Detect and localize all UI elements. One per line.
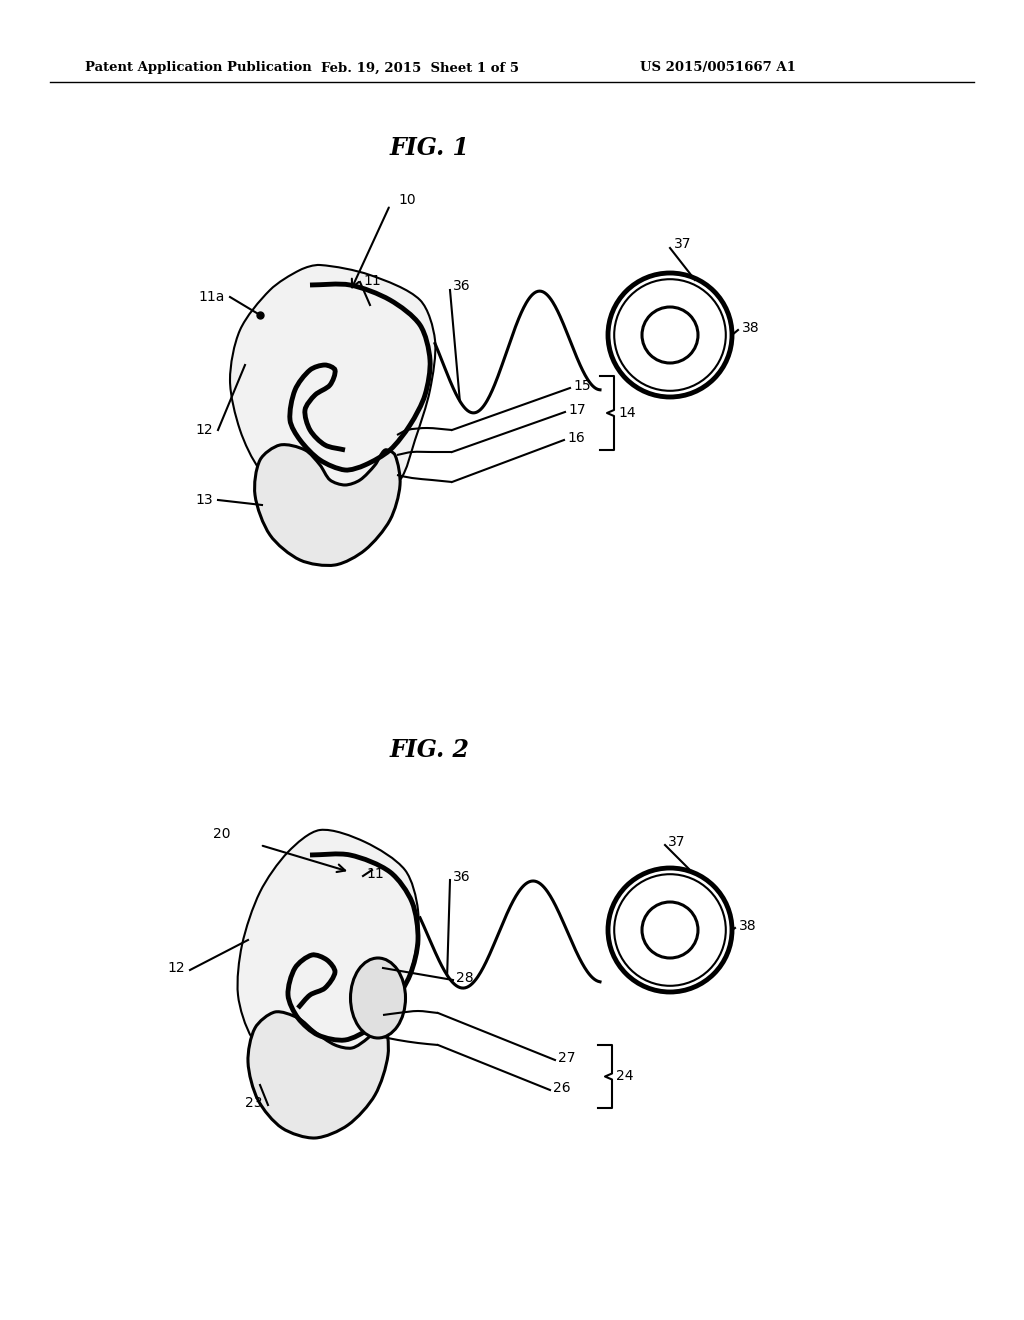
Text: US 2015/0051667 A1: US 2015/0051667 A1: [640, 62, 796, 74]
PathPatch shape: [255, 445, 400, 565]
Text: FIG. 2: FIG. 2: [390, 738, 470, 762]
Text: 36: 36: [453, 279, 471, 293]
Text: 37: 37: [668, 836, 685, 849]
Ellipse shape: [350, 958, 406, 1038]
Text: FIG. 1: FIG. 1: [390, 136, 470, 160]
Text: 12: 12: [167, 961, 185, 975]
Text: 37: 37: [674, 238, 691, 251]
Circle shape: [611, 276, 729, 393]
Text: 24: 24: [616, 1069, 634, 1084]
Text: 27: 27: [558, 1051, 575, 1065]
Text: 15: 15: [573, 379, 591, 393]
Text: 17: 17: [568, 403, 586, 417]
Text: 28: 28: [456, 972, 474, 985]
Text: 11: 11: [362, 275, 381, 288]
PathPatch shape: [230, 265, 435, 506]
PathPatch shape: [248, 1011, 388, 1138]
Text: 13: 13: [196, 492, 213, 507]
Text: 38: 38: [742, 321, 760, 335]
Text: 11a: 11a: [199, 290, 225, 304]
PathPatch shape: [238, 830, 419, 1078]
Text: 12: 12: [196, 422, 213, 437]
Text: 23: 23: [246, 1096, 263, 1110]
Text: 20: 20: [213, 828, 230, 841]
Text: 38: 38: [739, 919, 757, 933]
Text: Patent Application Publication: Patent Application Publication: [85, 62, 311, 74]
Text: 10: 10: [398, 193, 416, 207]
Circle shape: [611, 871, 729, 989]
Text: 26: 26: [553, 1081, 570, 1096]
Text: 14: 14: [618, 407, 636, 420]
Text: Feb. 19, 2015  Sheet 1 of 5: Feb. 19, 2015 Sheet 1 of 5: [321, 62, 519, 74]
Text: 36: 36: [453, 870, 471, 884]
Text: 11: 11: [366, 867, 384, 880]
Text: 16: 16: [567, 432, 585, 445]
